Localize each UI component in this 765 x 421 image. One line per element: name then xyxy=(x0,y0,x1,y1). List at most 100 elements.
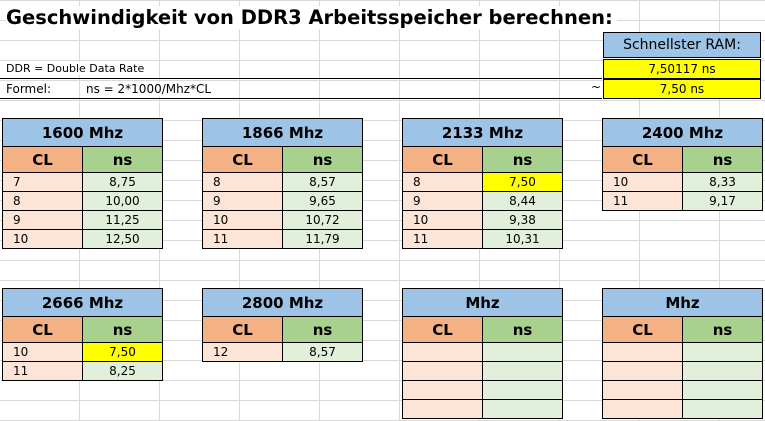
table-row xyxy=(402,361,563,381)
cl-cell[interactable]: 10 xyxy=(2,229,83,249)
cl-cell[interactable]: 11 xyxy=(602,191,683,211)
cl-cell[interactable] xyxy=(402,361,483,381)
cl-cell[interactable]: 9 xyxy=(202,191,283,211)
cl-column-header[interactable]: CL xyxy=(202,146,283,173)
speed-table: 2800 Mhz CL ns 12 8,57 xyxy=(202,288,363,362)
cl-cell[interactable]: 8 xyxy=(2,191,83,211)
speed-table: 2666 Mhz CL ns 10 7,50 11 8,25 xyxy=(2,288,163,381)
approx-symbol: ~ xyxy=(591,80,602,94)
ns-column-header[interactable]: ns xyxy=(682,316,763,343)
cl-cell[interactable]: 9 xyxy=(402,191,483,211)
ns-cell[interactable]: 8,33 xyxy=(682,172,763,192)
cl-cell[interactable] xyxy=(402,399,483,419)
table-header[interactable]: 2800 Mhz xyxy=(202,288,363,317)
cl-cell[interactable] xyxy=(402,342,483,362)
table-header[interactable]: Mhz xyxy=(402,288,563,317)
table-row: 11 9,17 xyxy=(602,191,763,211)
cl-cell[interactable] xyxy=(402,380,483,400)
speed-table: 2133 Mhz CL ns 8 7,50 9 8,44 10 9,38 11 10,31 xyxy=(402,118,563,249)
ns-cell[interactable] xyxy=(682,399,763,419)
ns-cell[interactable]: 8,25 xyxy=(82,361,163,381)
table-header[interactable]: 2133 Mhz xyxy=(402,118,563,147)
table-row xyxy=(402,399,563,419)
table-header[interactable]: Mhz xyxy=(602,288,763,317)
ns-column-header[interactable]: ns xyxy=(82,146,163,173)
ns-column-header[interactable]: ns xyxy=(482,146,563,173)
ns-cell[interactable] xyxy=(482,399,563,419)
cl-column-header[interactable]: CL xyxy=(202,316,283,343)
page-title: Geschwindigkeit von DDR3 Arbeitsspeicher… xyxy=(6,6,617,29)
ns-column-header[interactable]: ns xyxy=(282,316,363,343)
ns-cell[interactable] xyxy=(682,361,763,381)
ns-cell[interactable]: 7,50 xyxy=(82,342,163,362)
table-header[interactable]: 1866 Mhz xyxy=(202,118,363,147)
ns-cell[interactable] xyxy=(682,342,763,362)
cl-cell[interactable] xyxy=(602,361,683,381)
fastest-ram-exact[interactable]: 7,50117 ns xyxy=(603,59,761,79)
table-row: 9 11,25 xyxy=(2,210,163,230)
ns-cell[interactable]: 9,65 xyxy=(282,191,363,211)
cl-cell[interactable]: 10 xyxy=(602,172,683,192)
table-row xyxy=(402,342,563,362)
ns-cell[interactable]: 10,00 xyxy=(82,191,163,211)
table-row: 12 8,57 xyxy=(202,342,363,362)
ns-cell[interactable] xyxy=(482,342,563,362)
speed-table: 2400 Mhz CL ns 10 8,33 11 9,17 xyxy=(602,118,763,211)
ns-cell[interactable]: 7,50 xyxy=(482,172,563,192)
speed-table: 1600 Mhz CL ns 7 8,75 8 10,00 9 11,25 10 12,50 xyxy=(2,118,163,249)
cl-column-header[interactable]: CL xyxy=(2,316,83,343)
table-row: 10 9,38 xyxy=(402,210,563,230)
cl-column-header[interactable]: CL xyxy=(402,316,483,343)
ns-cell[interactable] xyxy=(682,380,763,400)
table-row xyxy=(602,399,763,419)
cl-cell[interactable] xyxy=(602,342,683,362)
cl-cell[interactable]: 11 xyxy=(402,229,483,249)
ns-cell[interactable]: 8,75 xyxy=(82,172,163,192)
cl-column-header[interactable]: CL xyxy=(602,146,683,173)
cl-cell[interactable]: 8 xyxy=(202,172,283,192)
ns-column-header[interactable]: ns xyxy=(282,146,363,173)
cl-cell[interactable]: 9 xyxy=(2,210,83,230)
table-header[interactable]: 1600 Mhz xyxy=(2,118,163,147)
cl-cell[interactable] xyxy=(602,380,683,400)
table-row: 11 11,79 xyxy=(202,229,363,249)
fastest-ram-label: Schnellster RAM: xyxy=(603,32,761,58)
fastest-ram-rounded[interactable]: 7,50 ns xyxy=(603,79,761,99)
table-row: 8 10,00 xyxy=(2,191,163,211)
cl-cell[interactable]: 7 xyxy=(2,172,83,192)
table-row xyxy=(602,342,763,362)
cl-column-header[interactable]: CL xyxy=(602,316,683,343)
ns-cell[interactable]: 12,50 xyxy=(82,229,163,249)
ns-cell[interactable] xyxy=(482,361,563,381)
ns-cell[interactable] xyxy=(482,380,563,400)
speed-table: Mhz CL ns xyxy=(602,288,763,419)
ns-column-header[interactable]: ns xyxy=(682,146,763,173)
cl-cell[interactable] xyxy=(602,399,683,419)
ns-cell[interactable]: 8,57 xyxy=(282,172,363,192)
ns-cell[interactable]: 10,31 xyxy=(482,229,563,249)
cl-column-header[interactable]: CL xyxy=(402,146,483,173)
cl-cell[interactable]: 10 xyxy=(402,210,483,230)
ns-cell[interactable]: 9,38 xyxy=(482,210,563,230)
cl-column-header[interactable]: CL xyxy=(2,146,83,173)
ns-cell[interactable]: 8,44 xyxy=(482,191,563,211)
ns-cell[interactable]: 9,17 xyxy=(682,191,763,211)
table-header[interactable]: 2666 Mhz xyxy=(2,288,163,317)
table-row: 10 8,33 xyxy=(602,172,763,192)
cl-cell[interactable]: 11 xyxy=(2,361,83,381)
table-row: 10 12,50 xyxy=(2,229,163,249)
cl-cell[interactable]: 11 xyxy=(202,229,283,249)
cl-cell[interactable]: 8 xyxy=(402,172,483,192)
ns-column-header[interactable]: ns xyxy=(482,316,563,343)
ns-column-header[interactable]: ns xyxy=(82,316,163,343)
cl-cell[interactable]: 10 xyxy=(202,210,283,230)
ns-cell[interactable]: 8,57 xyxy=(282,342,363,362)
ns-cell[interactable]: 11,25 xyxy=(82,210,163,230)
cl-cell[interactable]: 12 xyxy=(202,342,283,362)
ns-cell[interactable]: 10,72 xyxy=(282,210,363,230)
ns-cell[interactable]: 11,79 xyxy=(282,229,363,249)
table-row: 10 7,50 xyxy=(2,342,163,362)
cl-cell[interactable]: 10 xyxy=(2,342,83,362)
table-header[interactable]: 2400 Mhz xyxy=(602,118,763,147)
speed-table: Mhz CL ns xyxy=(402,288,563,419)
